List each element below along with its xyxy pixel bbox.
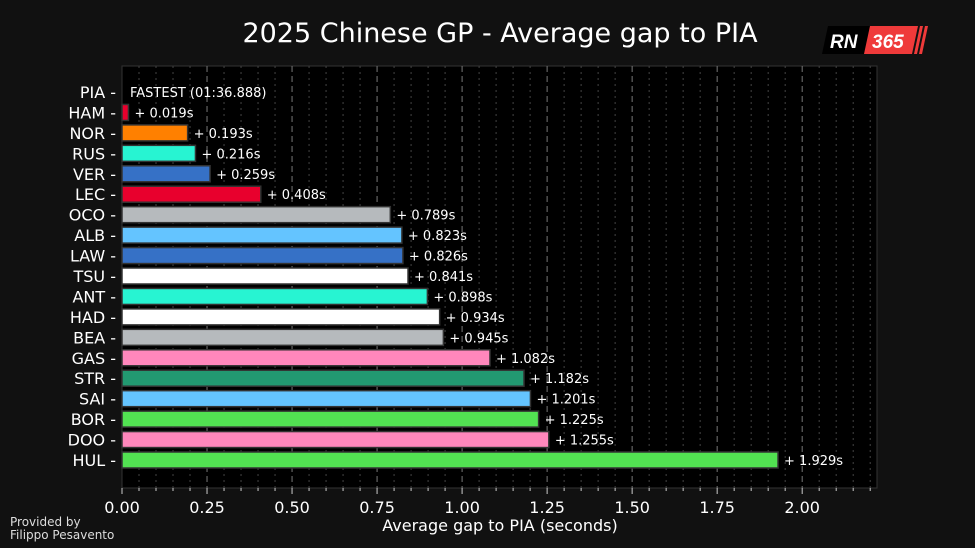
chart-title: 2025 Chinese GP - Average gap to PIA	[242, 18, 758, 49]
y-label-ver: VER -	[73, 165, 116, 184]
y-label-nor: NOR -	[69, 124, 116, 143]
data-label: + 1.929s	[784, 454, 843, 469]
y-label-ham: HAM -	[68, 103, 116, 122]
bar-ver	[121, 165, 211, 183]
credit-line-2: Filippo Pesavento	[10, 528, 115, 542]
data-label: + 1.082s	[496, 352, 555, 367]
data-label: + 0.259s	[216, 168, 275, 183]
svg-text:365: 365	[872, 32, 904, 53]
bar-oco	[121, 205, 392, 224]
y-label-oco: OCO -	[69, 206, 116, 225]
y-label-sai: SAI -	[79, 390, 116, 409]
data-label: + 0.789s	[396, 209, 455, 224]
y-label-str: STR -	[74, 369, 116, 388]
svg-text:RN: RN	[830, 32, 859, 53]
x-tick-label: 0.00	[104, 498, 140, 517]
data-label: + 0.898s	[433, 290, 492, 305]
bar-ant	[121, 287, 429, 306]
data-label: + 0.823s	[408, 229, 467, 244]
bar-rus	[121, 144, 197, 163]
bar-law	[121, 246, 404, 265]
data-label: + 0.841s	[414, 270, 473, 285]
data-label: FASTEST (01:36.888)	[130, 86, 266, 101]
data-label: + 0.945s	[449, 331, 508, 346]
x-tick-label: 0.75	[359, 498, 395, 517]
data-label: + 0.216s	[201, 147, 260, 162]
bar-bor	[121, 410, 540, 428]
y-label-tsu: TSU -	[73, 267, 117, 286]
data-label: + 1.182s	[530, 372, 589, 387]
bar-str	[121, 369, 525, 387]
bar-sai	[121, 389, 532, 408]
data-label: + 0.193s	[194, 127, 253, 142]
bar-ham	[121, 103, 130, 122]
y-label-bor: BOR -	[71, 410, 116, 429]
x-tick-label: 2.00	[784, 498, 820, 517]
x-tick-label: 0.25	[189, 498, 225, 517]
x-tick-label: 1.00	[444, 498, 480, 517]
x-tick-label: 1.75	[699, 498, 735, 517]
y-label-rus: RUS -	[72, 144, 116, 163]
data-label: + 0.826s	[409, 250, 468, 265]
bar-lec	[121, 185, 262, 203]
y-label-pia: PIA -	[80, 83, 116, 102]
bar-gas	[121, 349, 491, 367]
bar-had	[121, 308, 441, 326]
bar-tsu	[121, 267, 409, 285]
bar-nor	[121, 124, 189, 142]
data-label: + 1.201s	[536, 393, 595, 408]
data-label: + 0.019s	[134, 106, 193, 121]
credit-line-1: Provided by	[10, 515, 81, 529]
y-label-ant: ANT -	[72, 287, 116, 306]
bar-alb	[121, 226, 403, 244]
y-label-alb: ALB -	[74, 226, 116, 245]
y-label-lec: LEC -	[75, 185, 116, 204]
data-label: + 0.408s	[267, 188, 326, 203]
bar-hul	[121, 451, 779, 469]
y-label-had: HAD -	[70, 308, 116, 327]
data-label: + 0.934s	[446, 311, 505, 326]
x-tick-label: 1.50	[614, 498, 650, 517]
bar-doo	[121, 430, 550, 449]
x-tick-label: 1.25	[529, 498, 565, 517]
credit: Provided by Filippo Pesavento	[10, 516, 114, 542]
y-label-doo: DOO -	[68, 431, 116, 450]
y-label-hul: HUL -	[72, 451, 116, 470]
data-label: + 1.255s	[555, 434, 614, 449]
x-tick-label: 0.50	[274, 498, 310, 517]
bar-bea	[121, 328, 445, 347]
y-label-gas: GAS -	[72, 349, 116, 368]
data-label: + 1.225s	[545, 413, 604, 428]
rn365-logo: RN 365	[822, 26, 928, 54]
x-axis-label: Average gap to PIA (seconds)	[382, 516, 617, 535]
y-label-law: LAW -	[70, 247, 116, 266]
y-label-bea: BEA -	[73, 328, 116, 347]
